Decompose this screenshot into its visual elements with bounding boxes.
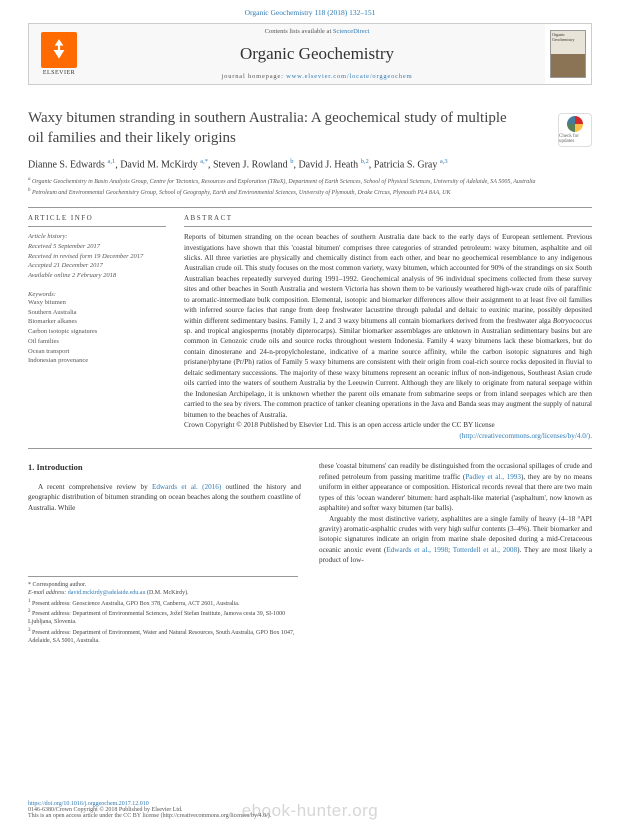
sciencedirect-link[interactable]: ScienceDirect bbox=[333, 28, 369, 35]
intro-para-right-1: these 'coastal bitumens' can readily be … bbox=[319, 461, 592, 513]
intro-heading: 1. Introduction bbox=[28, 461, 301, 473]
history-accepted: Accepted 21 December 2017 bbox=[28, 261, 166, 271]
authors-line: Dianne S. Edwards a,1, David M. McKirdy … bbox=[28, 158, 592, 170]
intro-para-left: A recent comprehensive review by Edwards… bbox=[28, 482, 301, 513]
affiliations: a Organic Geochemistry in Basin Analysis… bbox=[28, 176, 592, 197]
license-link[interactable]: (http://creativecommons.org/licenses/by/… bbox=[459, 432, 592, 440]
publisher-logo: ELSEVIER bbox=[29, 24, 89, 84]
abstract-body: Reports of bitumen stranding on the ocea… bbox=[184, 232, 592, 420]
footnote-email: E-mail address: david.mckirdy@adelaide.e… bbox=[28, 589, 298, 597]
footer-left: https://doi.org/10.1016/j.orggeochem.201… bbox=[28, 801, 271, 819]
abstract-header: ABSTRACT bbox=[184, 208, 592, 227]
article-info-column: ARTICLE INFO Article history: Received 5… bbox=[28, 208, 166, 440]
abstract-column: ABSTRACT Reports of bitumen stranding on… bbox=[184, 208, 592, 440]
article-history: Article history: Received 5 September 20… bbox=[28, 232, 166, 281]
affiliation-a: a Organic Geochemistry in Basin Analysis… bbox=[28, 176, 592, 186]
email-link[interactable]: david.mckirdy@adelaide.edu.au bbox=[68, 590, 146, 596]
contents-line: Contents lists available at ScienceDirec… bbox=[265, 28, 370, 35]
journal-name: Organic Geochemistry bbox=[240, 44, 394, 64]
history-online: Available online 2 February 2018 bbox=[28, 271, 166, 281]
history-revised: Received in revised form 19 December 201… bbox=[28, 252, 166, 262]
intro-left-column: 1. Introduction A recent comprehensive r… bbox=[28, 461, 301, 565]
footer: https://doi.org/10.1016/j.orggeochem.201… bbox=[0, 797, 620, 827]
homepage-line: journal homepage: www.elsevier.com/locat… bbox=[222, 73, 413, 80]
license-line: (http://creativecommons.org/licenses/by/… bbox=[184, 432, 592, 440]
abstract-copyright: Crown Copyright © 2018 Published by Else… bbox=[184, 420, 592, 430]
journal-cover: Organic Geochemistry bbox=[545, 24, 591, 84]
affiliation-b: b Petroleum and Environmental Geochemist… bbox=[28, 187, 592, 197]
crossmark-icon bbox=[567, 116, 583, 132]
footnote-2: 2 Present address: Department of Environ… bbox=[28, 608, 298, 627]
divider-bottom bbox=[28, 448, 592, 449]
check-updates-badge[interactable]: Check for updates bbox=[558, 113, 592, 147]
homepage-prefix: journal homepage: bbox=[222, 73, 287, 80]
footnote-corresponding: * Corresponding author. bbox=[28, 581, 298, 589]
footnote-3: 3 Present address: Department of Environ… bbox=[28, 627, 298, 646]
cover-thumbnail: Organic Geochemistry bbox=[550, 30, 586, 78]
contents-prefix: Contents lists available at bbox=[265, 28, 333, 35]
banner-center: Contents lists available at ScienceDirec… bbox=[89, 24, 545, 84]
elsevier-tree-icon bbox=[41, 32, 77, 68]
keywords-label: Keywords: bbox=[28, 291, 166, 298]
header-citation: Organic Geochemistry 118 (2018) 132–151 bbox=[0, 0, 620, 23]
homepage-link[interactable]: www.elsevier.com/locate/orggeochem bbox=[286, 73, 412, 80]
article-info-header: ARTICLE INFO bbox=[28, 208, 166, 227]
history-label: Article history: bbox=[28, 232, 166, 242]
footnotes: * Corresponding author. E-mail address: … bbox=[28, 576, 298, 646]
footer-license: This is an open access article under the… bbox=[28, 813, 271, 819]
intro-para-right-2: Arguably the most distinctive variety, a… bbox=[319, 514, 592, 566]
intro-right-column: these 'coastal bitumens' can readily be … bbox=[319, 461, 592, 565]
footnote-1: 1 Present address: Geoscience Australia,… bbox=[28, 598, 298, 608]
check-updates-label: Check for updates bbox=[559, 134, 591, 144]
history-received: Received 5 September 2017 bbox=[28, 242, 166, 252]
publisher-name: ELSEVIER bbox=[43, 70, 75, 76]
keywords-list: Waxy bitumenSouthern AustraliaBiomarker … bbox=[28, 298, 166, 366]
paper-title: Waxy bitumen stranding in southern Austr… bbox=[28, 109, 518, 148]
journal-banner: ELSEVIER Contents lists available at Sci… bbox=[28, 23, 592, 85]
